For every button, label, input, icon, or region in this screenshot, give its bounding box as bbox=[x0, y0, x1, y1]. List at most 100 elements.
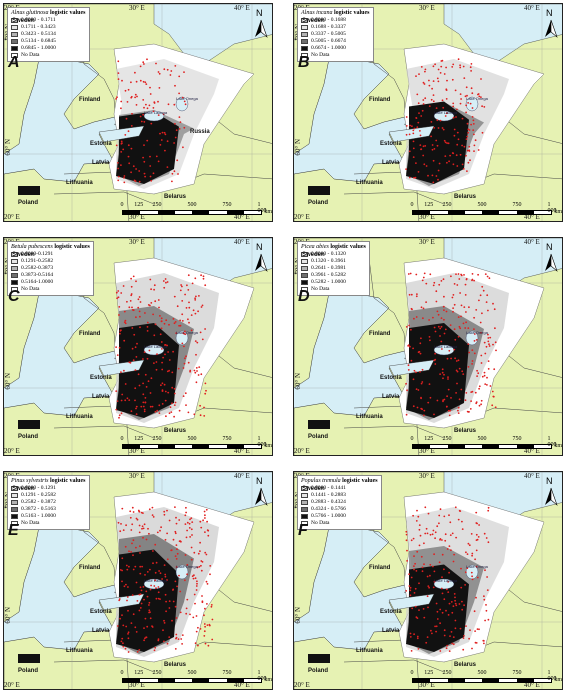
presence-point bbox=[426, 575, 429, 578]
presence-point bbox=[134, 387, 137, 390]
presence-point bbox=[169, 74, 172, 76]
presence-point bbox=[438, 522, 440, 525]
presence-point bbox=[138, 649, 141, 651]
presence-point bbox=[135, 280, 137, 283]
presence-point bbox=[433, 127, 436, 129]
presence-point bbox=[161, 382, 164, 385]
presence-point bbox=[418, 609, 420, 611]
presence-point bbox=[482, 289, 485, 292]
presence-point bbox=[455, 604, 458, 607]
presence-point bbox=[141, 565, 144, 568]
presence-point bbox=[485, 537, 488, 539]
scale-label: 250 bbox=[442, 436, 452, 442]
presence-point bbox=[178, 574, 180, 577]
presence-point bbox=[155, 155, 158, 158]
lon-tick-top: 30° E bbox=[129, 472, 145, 480]
scale-segments bbox=[122, 210, 262, 215]
presence-point bbox=[184, 523, 187, 525]
presence-point bbox=[154, 300, 157, 303]
presence-point bbox=[449, 154, 451, 157]
presence-point bbox=[183, 71, 185, 73]
legend-swatch bbox=[301, 53, 308, 58]
presence-point bbox=[433, 570, 436, 573]
presence-point bbox=[121, 637, 124, 640]
legend-nodata-label: No Data bbox=[311, 520, 330, 526]
north-arrow-icon: N bbox=[544, 242, 558, 272]
presence-point bbox=[178, 324, 181, 327]
presence-point bbox=[484, 383, 487, 385]
legend-class-label: 0.6674 - 1.0000 bbox=[311, 45, 346, 51]
presence-point bbox=[157, 638, 160, 641]
presence-point bbox=[443, 139, 446, 142]
presence-point bbox=[444, 115, 447, 117]
presence-point bbox=[194, 642, 197, 645]
presence-point bbox=[463, 635, 465, 637]
presence-point bbox=[405, 116, 408, 118]
kaliningrad-area bbox=[308, 186, 330, 195]
presence-point bbox=[456, 108, 458, 111]
presence-point bbox=[419, 144, 422, 147]
presence-point bbox=[478, 299, 480, 302]
scale-segment bbox=[499, 211, 517, 214]
presence-point bbox=[434, 625, 436, 628]
presence-point bbox=[465, 104, 468, 107]
presence-point bbox=[492, 302, 494, 305]
legend: Alnus glutinosa logistic values 0.0000 - … bbox=[7, 7, 90, 62]
presence-point bbox=[473, 352, 476, 355]
presence-point bbox=[204, 642, 207, 645]
presence-point bbox=[452, 636, 455, 638]
presence-point bbox=[405, 413, 408, 416]
presence-point bbox=[178, 519, 181, 521]
presence-point bbox=[142, 405, 145, 408]
lake-label: Lake Ladoga bbox=[144, 110, 168, 115]
suitability-high bbox=[406, 323, 469, 418]
presence-point bbox=[431, 533, 434, 536]
presence-point bbox=[487, 368, 490, 370]
presence-point bbox=[185, 404, 187, 406]
presence-point bbox=[174, 580, 177, 583]
presence-point bbox=[131, 542, 133, 545]
north-label: N bbox=[546, 8, 553, 18]
scale-label: 250 bbox=[152, 436, 162, 442]
lon-tick-bottom: 20° E bbox=[294, 447, 310, 455]
legend-class-label: 0.1291-0.2582 bbox=[21, 258, 54, 264]
scale-label: 1 000 bbox=[547, 202, 557, 214]
presence-point bbox=[181, 285, 183, 288]
presence-point bbox=[135, 356, 138, 358]
presence-point bbox=[166, 642, 169, 645]
legend-title: Betula pubescens logistic values bbox=[11, 244, 90, 250]
lon-tick-bottom: 30° E bbox=[419, 681, 435, 689]
presence-point bbox=[445, 112, 448, 115]
north-arrow-shape bbox=[255, 19, 268, 38]
lake-label: Lake Ladoga bbox=[434, 578, 458, 583]
presence-point bbox=[459, 64, 461, 67]
presence-point bbox=[164, 573, 167, 576]
presence-point bbox=[414, 176, 417, 179]
legend-swatch bbox=[301, 252, 308, 257]
presence-point bbox=[468, 306, 470, 309]
presence-point bbox=[185, 355, 187, 358]
presence-point bbox=[445, 647, 448, 650]
presence-point bbox=[405, 133, 408, 136]
presence-point bbox=[439, 538, 441, 541]
presence-point bbox=[485, 609, 488, 612]
presence-point bbox=[425, 527, 428, 530]
presence-point bbox=[134, 565, 137, 568]
presence-point bbox=[117, 296, 120, 299]
presence-point bbox=[464, 584, 466, 586]
presence-point bbox=[443, 515, 446, 518]
country-label: Estonia bbox=[90, 375, 112, 381]
presence-point bbox=[171, 402, 173, 405]
presence-point bbox=[125, 524, 127, 527]
presence-point bbox=[439, 650, 442, 652]
presence-point bbox=[419, 352, 422, 355]
presence-point bbox=[200, 569, 203, 572]
presence-point bbox=[423, 563, 425, 566]
presence-point bbox=[174, 136, 177, 139]
presence-point bbox=[152, 172, 155, 175]
presence-point bbox=[170, 549, 173, 552]
presence-point bbox=[157, 160, 160, 163]
presence-point bbox=[131, 306, 133, 309]
scale-segment bbox=[243, 679, 261, 682]
scale-segment bbox=[464, 445, 482, 448]
